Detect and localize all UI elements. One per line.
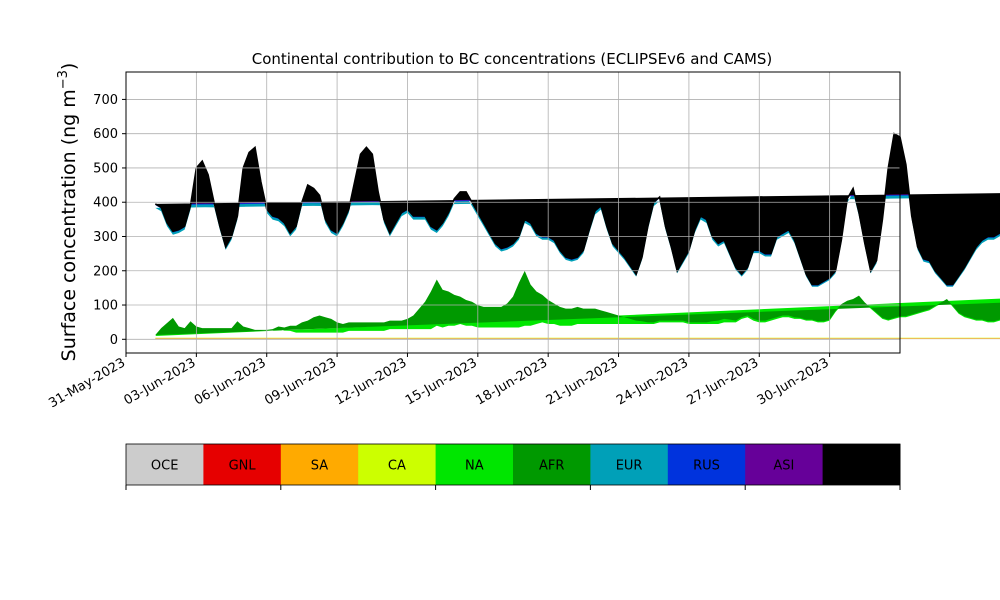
x-tick-label: 24-Jun-2023 bbox=[614, 355, 691, 408]
colorbar-swatch-oce bbox=[126, 444, 204, 485]
colorbar-label-rus: RUS bbox=[693, 459, 720, 474]
x-tick-label: 30-Jun-2023 bbox=[755, 355, 832, 408]
y-tick-label: 200 bbox=[93, 264, 118, 279]
colorbar-swatch-na bbox=[435, 444, 514, 485]
plot-frame bbox=[125, 71, 901, 354]
colorbar-label-na: NA bbox=[465, 459, 484, 474]
colorbar-swatch-eur bbox=[590, 444, 669, 485]
plot-area: 0 100 200 300 400 500 600 700 31-May-202303-Jun-… bbox=[46, 71, 1000, 411]
chart-title: Continental contribution to BC concentra… bbox=[252, 50, 773, 68]
x-tick-label: 21-Jun-2023 bbox=[544, 355, 621, 408]
colorbar-label-sa: SA bbox=[311, 459, 328, 474]
colorbar-swatch-ca bbox=[358, 444, 437, 485]
y-tick-label: 100 bbox=[93, 299, 118, 314]
colorbar-swatch-sa bbox=[280, 444, 359, 485]
colorbar-swatch-gnl bbox=[203, 444, 282, 485]
x-tick-label: 09-Jun-2023 bbox=[262, 355, 339, 408]
y-axis-label-main: Surface concentration (ng m bbox=[58, 89, 80, 361]
y-tick-label: 600 bbox=[93, 127, 118, 142]
x-tick-label: 27-Jun-2023 bbox=[684, 355, 761, 408]
series-area-sa bbox=[155, 338, 1000, 339]
x-tick-label: 18-Jun-2023 bbox=[473, 355, 550, 408]
legend-colorbar: OCE GNL SA CA NA AFR EUR RUS ASI AUS bbox=[125, 443, 901, 490]
colorbar-swatch-afr bbox=[513, 444, 591, 485]
y-tick-label: 0 bbox=[110, 333, 118, 348]
colorbar-label-gnl: GNL bbox=[229, 459, 257, 474]
x-tick-label: 03-Jun-2023 bbox=[122, 355, 199, 408]
colorbar-swatch-rus bbox=[667, 444, 746, 485]
x-tick-label: 06-Jun-2023 bbox=[192, 355, 269, 408]
x-tick-label: 15-Jun-2023 bbox=[403, 355, 480, 408]
colorbar-label-ca: CA bbox=[388, 459, 406, 474]
y-tick-label: 300 bbox=[93, 230, 118, 245]
y-axis-label-exponent: −3 bbox=[56, 70, 71, 89]
y-axis-label: Surface concentration (ng m−3) bbox=[56, 63, 80, 362]
colorbar-label-eur: EUR bbox=[616, 459, 643, 474]
y-tick-label: 700 bbox=[93, 93, 118, 108]
colorbar-swatch-asi bbox=[745, 444, 824, 485]
colorbar-frame bbox=[125, 443, 901, 486]
colorbar-swatch-aus bbox=[822, 444, 901, 485]
y-tick-label: 500 bbox=[93, 161, 118, 176]
x-tick-label: 12-Jun-2023 bbox=[333, 355, 410, 408]
y-tick-label: 400 bbox=[93, 196, 118, 211]
colorbar-label-oce: OCE bbox=[151, 459, 179, 474]
colorbar-label-afr: AFR bbox=[539, 459, 564, 474]
y-axis-label-close: ) bbox=[58, 63, 80, 70]
series-area-afr bbox=[155, 270, 1000, 336]
x-tick-label: 31-May-2023 bbox=[46, 355, 128, 411]
colorbar-label-asi: ASI bbox=[773, 459, 794, 474]
colorbar-label-aus: AUS bbox=[848, 459, 875, 474]
